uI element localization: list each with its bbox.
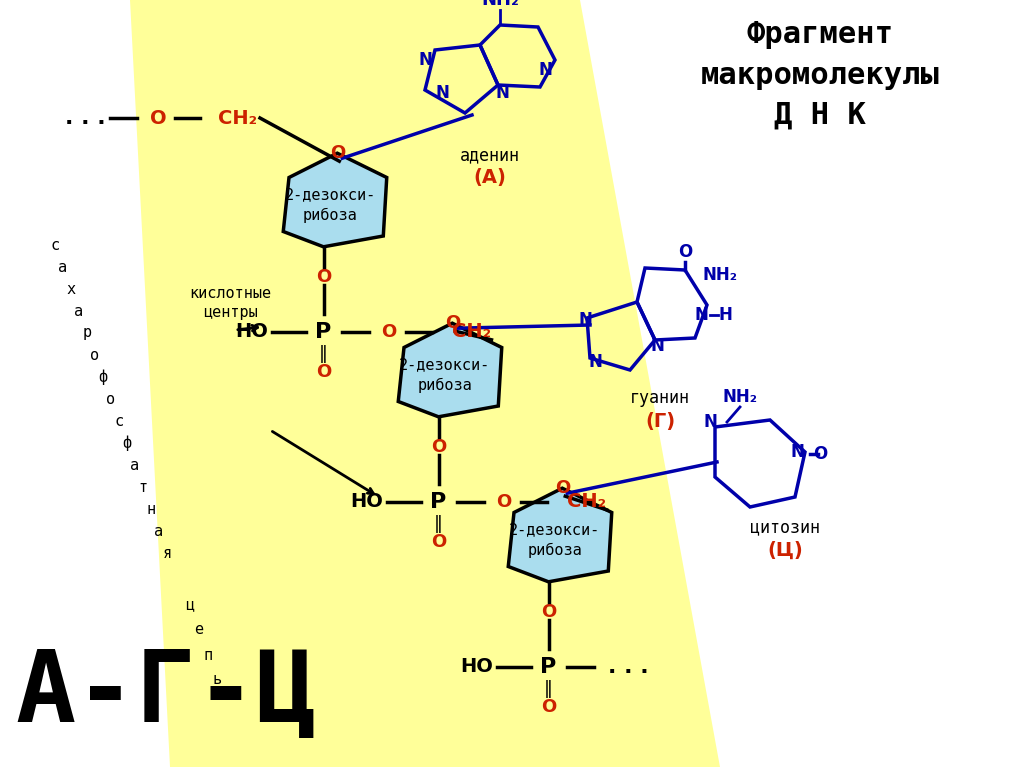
- Text: а: а: [155, 524, 164, 538]
- Text: е: е: [195, 623, 204, 637]
- Text: цитозин: цитозин: [750, 518, 820, 536]
- Text: O: O: [444, 314, 460, 332]
- Text: O: O: [813, 445, 827, 463]
- Text: N: N: [418, 51, 432, 69]
- Polygon shape: [508, 489, 611, 582]
- Text: ф: ф: [98, 369, 108, 385]
- Text: с: с: [115, 413, 124, 429]
- Text: N: N: [650, 337, 664, 355]
- Text: ц: ц: [185, 597, 195, 613]
- Text: ‖: ‖: [544, 680, 553, 698]
- Text: CH₂: CH₂: [567, 492, 606, 512]
- Text: ‖: ‖: [434, 515, 443, 533]
- Text: а: а: [75, 304, 84, 318]
- Text: ‖: ‖: [319, 345, 328, 363]
- Text: N: N: [495, 84, 509, 102]
- Text: P: P: [541, 657, 557, 676]
- Text: O: O: [541, 698, 556, 716]
- Text: O: O: [431, 438, 446, 456]
- Text: O: O: [150, 108, 166, 127]
- Text: (Г): (Г): [645, 413, 675, 432]
- Text: (Ц): (Ц): [767, 541, 803, 559]
- Text: т: т: [138, 479, 147, 495]
- Text: HO: HO: [236, 322, 268, 341]
- Text: O: O: [541, 603, 556, 621]
- Text: р: р: [83, 325, 91, 341]
- Text: (А): (А): [473, 169, 507, 187]
- Polygon shape: [398, 323, 502, 416]
- Text: 2-дезокси-
рибоза: 2-дезокси- рибоза: [399, 357, 490, 393]
- Text: х: х: [67, 281, 76, 297]
- Polygon shape: [284, 153, 387, 247]
- Text: HO: HO: [460, 657, 493, 676]
- Text: O: O: [678, 243, 692, 261]
- Text: ь: ь: [212, 673, 221, 687]
- Text: O: O: [381, 323, 396, 341]
- Text: P: P: [315, 322, 332, 342]
- Text: O: O: [496, 493, 511, 511]
- Text: А-Г-Ц: А-Г-Ц: [15, 647, 316, 743]
- Text: н: н: [146, 502, 156, 516]
- Text: гуанин: гуанин: [630, 389, 690, 407]
- Text: N: N: [703, 413, 717, 431]
- Text: Фрагмент
макромолекулы
Д Н К: Фрагмент макромолекулы Д Н К: [700, 20, 939, 130]
- Text: 2-дезокси-
рибоза: 2-дезокси- рибоза: [509, 522, 601, 558]
- Text: CH₂: CH₂: [218, 108, 258, 127]
- Text: кислотные
центры: кислотные центры: [189, 286, 271, 320]
- Text: O: O: [431, 533, 446, 551]
- Text: ф: ф: [123, 435, 131, 451]
- Text: о: о: [106, 391, 116, 407]
- Text: N: N: [435, 84, 449, 102]
- Text: N: N: [791, 443, 804, 461]
- Text: CH₂: CH₂: [452, 322, 492, 341]
- Text: O: O: [555, 479, 570, 497]
- Text: O: O: [330, 144, 345, 162]
- Text: NH₂: NH₂: [702, 266, 737, 284]
- Text: P: P: [430, 492, 446, 512]
- Text: а: а: [58, 259, 68, 275]
- Text: о: о: [90, 347, 99, 363]
- Text: N: N: [538, 61, 552, 79]
- Text: HO: HO: [350, 492, 383, 512]
- Text: 2-дезокси-
рибоза: 2-дезокси- рибоза: [285, 187, 376, 222]
- Text: NH₂: NH₂: [723, 388, 758, 406]
- Text: . . .: . . .: [608, 657, 649, 676]
- Text: N: N: [579, 311, 592, 329]
- Text: . . .: . . .: [65, 108, 105, 128]
- Text: O: O: [315, 363, 331, 380]
- Text: N: N: [588, 353, 602, 371]
- Text: N: N: [694, 306, 708, 324]
- Text: аденин: аденин: [460, 146, 520, 164]
- Text: а: а: [130, 457, 139, 472]
- Text: с: с: [50, 238, 59, 252]
- Text: NH₂: NH₂: [481, 0, 519, 9]
- Text: O: O: [315, 268, 331, 286]
- Text: п: п: [204, 647, 213, 663]
- Text: я: я: [163, 545, 172, 561]
- Text: H: H: [718, 306, 732, 324]
- Polygon shape: [130, 0, 720, 767]
